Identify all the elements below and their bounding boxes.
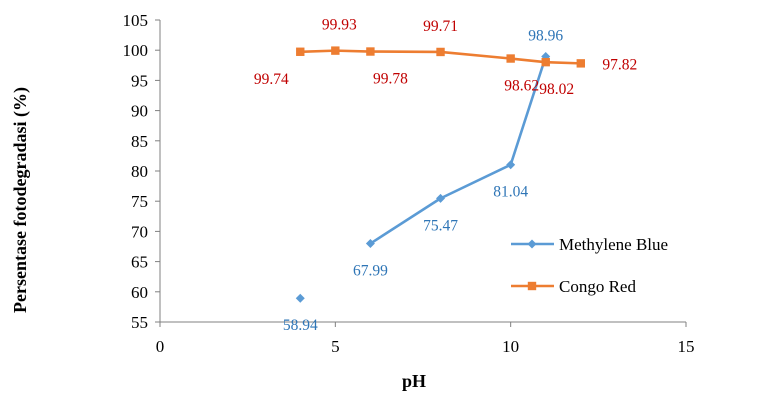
methylene-blue-line [369,56,547,245]
data-labels: 58.94 67.99 75.47 81.04 98.96 99.74 99.93 99.78… [254,17,637,335]
congo-red-data-label: 98.02 [539,81,574,98]
congo-red-point [366,47,375,56]
y-tick-label: 100 [123,41,149,60]
y-tick-label: 75 [131,192,148,211]
methylene-blue-legend-label: Methylene Blue [559,235,668,254]
methylene-blue-data-label: 75.47 [423,217,458,234]
congo-red-data-label: 99.71 [423,18,458,35]
methylene-blue-point [295,293,305,303]
methylene-blue-data-label: 81.04 [493,184,528,201]
x-tick-label: 10 [502,337,519,356]
congo-red-data-label: 98.62 [504,78,539,95]
congo-red-legend-marker [527,281,537,291]
congo-red-point [436,47,445,57]
congo-red-point [506,54,515,63]
x-axis-title: pH [402,371,426,391]
congo-red-point [296,47,305,56]
x-tick-label: 5 [331,337,340,356]
y-tick-label: 80 [131,162,148,181]
congo-red-point [576,59,585,68]
series-markers [295,46,585,303]
y-tick-label: 90 [131,102,148,121]
methylene-blue-data-label: 67.99 [353,263,388,280]
legend: Methylene Blue Congo Red [511,235,668,296]
y-tick-label: 60 [131,283,148,302]
methylene-blue-point [365,239,375,249]
ticks: 55 60 65 70 75 80 85 90 95 100 105 0 5 10 15 [123,11,695,356]
y-tick-label: 85 [131,132,148,151]
congo-red-data-label: 99.74 [254,71,289,88]
methylene-blue-data-label: 98.96 [528,27,563,44]
y-tick-label: 105 [123,11,149,30]
x-tick-label: 0 [156,337,165,356]
methylene-blue-data-label: 58.94 [283,317,318,334]
congo-red-point [541,57,550,67]
y-tick-label: 65 [131,253,148,272]
congo-red-data-label: 97.82 [602,56,637,73]
methylene-blue-point [506,160,516,170]
methylene-blue-legend-marker [527,239,537,249]
y-tick-label: 95 [131,71,148,90]
congo-red-data-label: 99.93 [322,17,357,34]
congo-red-point [331,46,340,55]
y-tick-label: 55 [131,313,148,332]
congo-red-legend-label: Congo Red [559,277,636,296]
y-axis-title: Persentase fotodegradasi (%) [10,87,31,313]
congo-red-data-label: 99.78 [373,71,408,88]
x-tick-label: 15 [678,337,695,356]
methylene-blue-point [436,193,446,203]
y-tick-label: 70 [131,222,148,241]
